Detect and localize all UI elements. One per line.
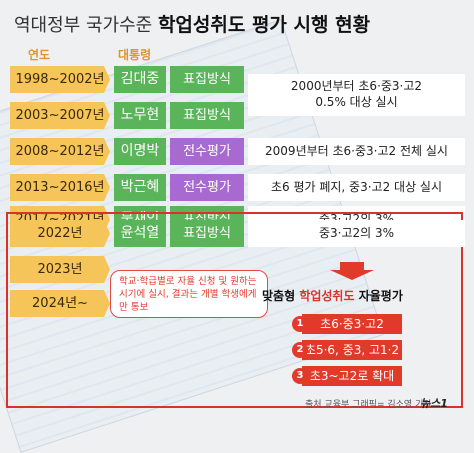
desc-label: 2009년부터 초6·중3·고2 전체 실시 [248,138,465,165]
step-label: 초5·6, 중3, 고1·2 [302,340,402,360]
step-3: 초3~고2로 확대 3 [292,366,402,386]
header-period: 연도 [28,48,51,62]
step-number: 3 [292,368,308,384]
desc-label: 초6 평가 폐지, 중3·고2 대상 실시 [248,174,465,201]
period-label: 2008~2012년 [10,138,110,165]
step-number: 1 [292,316,308,332]
president-label: 노무현 [114,102,166,129]
step-number: 2 [292,342,308,358]
period-label: 2023년 [10,256,110,283]
method-label: 전수평가 [170,138,244,165]
current-government-box [6,212,463,408]
method-label: 전수평가 [170,174,244,201]
method-label: 표집방식 [170,102,244,129]
period-label: 2013~2016년 [10,174,110,201]
feature-suffix: 자율평가 [354,289,403,303]
row-2023: 2023년 [10,256,465,283]
step-1: 초6·중3·고2 1 [292,314,402,334]
row-2008: 2008~2012년 이명박 전수평가 2009년부터 초6·중3·고2 전체 … [10,138,465,165]
president-label: 박근혜 [114,174,166,201]
header-president: 대통령 [118,48,152,62]
president-label: 김대중 [114,66,166,93]
period-label: 2024년~ [10,290,110,317]
feature-prefix: 맞춤형 [262,289,300,303]
down-arrow-icon [330,262,374,280]
title-main: 학업성취도 평가 시행 현황 [157,14,371,36]
period-label: 1998~2002년 [10,66,110,93]
method-label: 표집방식 [170,66,244,93]
news-logo: 뉴스1 [420,397,448,410]
period-label: 2003~2007년 [10,102,110,129]
step-label: 초3~고2로 확대 [302,366,402,386]
row-2013: 2013~2016년 박근혜 전수평가 초6 평가 폐지, 중3·고2 대상 실… [10,174,465,201]
row-2024: 2024년~ [10,290,465,317]
president-label: 윤석열 [114,220,166,247]
note-bubble: 학교·학급별로 자율 신청 및 원하는 시기에 실시, 결과는 개별 학생에게만… [110,270,268,318]
period-label: 2022년 [10,220,110,247]
row-2022: 2022년 윤석열 표집방식 중3·고2의 3% [10,220,465,247]
page-title: 역대정부 국가수준 학업성취도 평가 시행 현황 [14,10,370,40]
feature-main: 학업성취도 [299,289,355,303]
source-credit: 출처 교육부 그래픽= 김소영 기자 [305,400,432,410]
feature-title: 맞춤형 학업성취도 자율평가 [262,287,403,304]
row-2003: 2003~2007년 노무현 표집방식 [10,102,465,129]
row-1998: 1998~2002년 김대중 표집방식 [10,66,465,93]
desc-label: 중3·고2의 3% [248,220,465,247]
president-label: 이명박 [114,138,166,165]
step-label: 초6·중3·고2 [302,314,402,334]
title-prefix: 역대정부 국가수준 [14,15,158,36]
desc-1998-2007: 2000년부터 초6·중3·고2 0.5% 대상 실시 [248,74,465,116]
step-2: 초5·6, 중3, 고1·2 2 [292,340,402,360]
method-label: 표집방식 [170,220,244,247]
